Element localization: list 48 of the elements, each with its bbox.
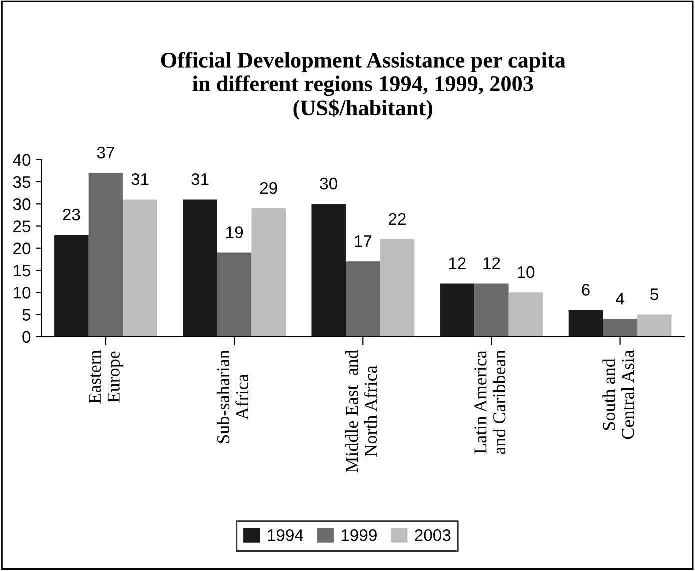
data-label: 29: [260, 182, 278, 194]
bar: [54, 235, 89, 337]
data-label: 12: [484, 258, 500, 270]
bar: [217, 252, 252, 337]
bar: [568, 310, 604, 337]
bar: [183, 200, 218, 337]
y-tick-label: 0: [22, 331, 31, 344]
data-label: 31: [192, 174, 209, 186]
y-tick-label: 30: [13, 198, 31, 210]
bar: [440, 284, 475, 337]
y-tick-label: 40: [13, 154, 31, 166]
bar: [312, 204, 346, 337]
x-tick-label: Middle East and North Africa: [346, 350, 378, 472]
bar: [252, 208, 286, 337]
bar: [346, 262, 380, 337]
data-label: 19: [226, 226, 244, 238]
y-tick-label: 10: [14, 287, 31, 299]
bar: [474, 284, 509, 337]
data-label: 22: [388, 213, 406, 225]
y-tick-label: 20: [14, 242, 31, 255]
data-label: 6: [582, 284, 590, 296]
legend-label: 1999: [342, 529, 377, 542]
data-label: 23: [63, 208, 80, 221]
y-tick-label: 25: [14, 220, 31, 232]
bar: [123, 200, 158, 337]
x-tick-label: Eastern Europe: [89, 350, 124, 404]
bar: [637, 314, 672, 337]
data-label: 10: [518, 266, 535, 278]
data-label: 4: [616, 293, 624, 305]
x-tick-label: South and Central Asia: [602, 350, 634, 440]
data-label: 12: [449, 258, 466, 270]
data-label: 30: [320, 178, 338, 190]
bar: [380, 240, 415, 337]
x-tick-label: Sub-saharian Africa: [216, 350, 249, 444]
data-label: 31: [132, 174, 149, 186]
y-tick-label: 15: [14, 265, 31, 277]
bar: [88, 173, 124, 337]
y-tick-label: 35: [13, 176, 31, 188]
legend-label: 2003: [415, 529, 451, 542]
data-label: 17: [355, 236, 372, 248]
data-label: 37: [97, 146, 114, 159]
legend-label: 1994: [268, 529, 304, 542]
x-tick-label: Latin America and Caribbean: [474, 350, 506, 454]
bar: [603, 319, 638, 337]
bar: [508, 292, 544, 337]
y-tick-label: 5: [22, 309, 31, 321]
data-label: 5: [650, 288, 659, 300]
chart-title: Official Development Assistance per capita in different regions 1994, 1999, 2003 (US$/habitant): [161, 52, 566, 120]
